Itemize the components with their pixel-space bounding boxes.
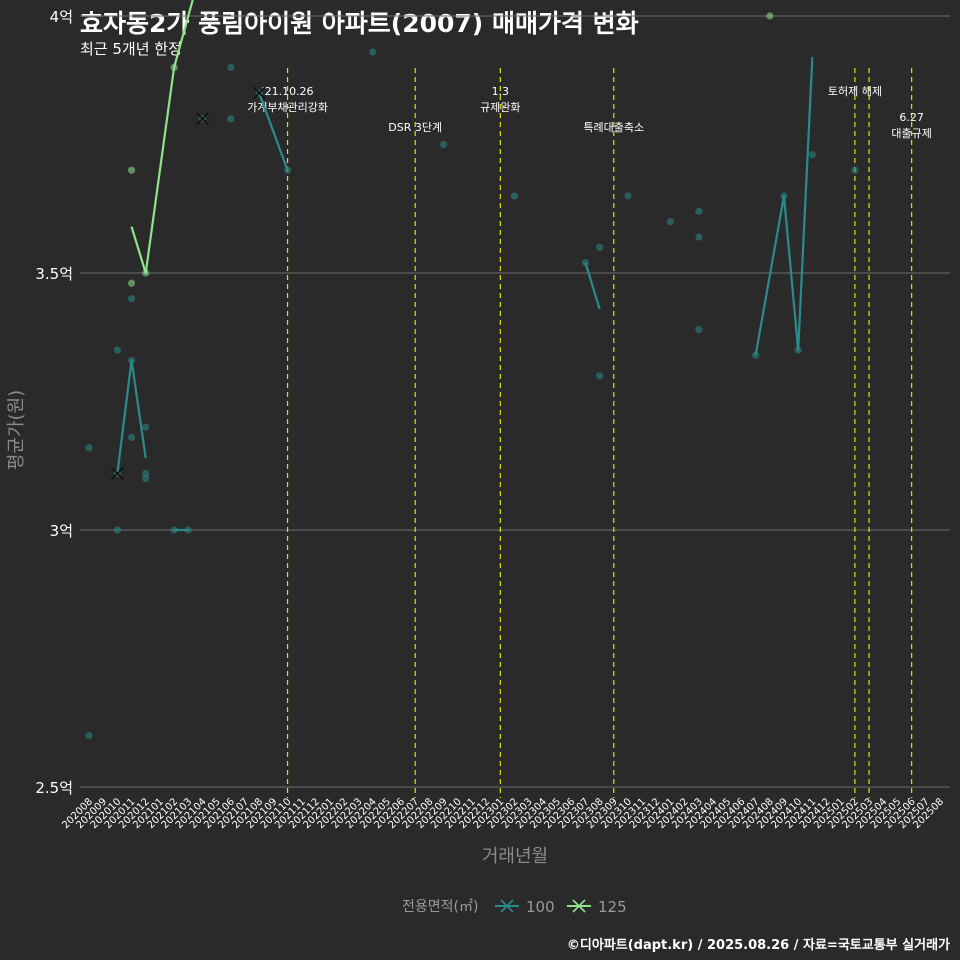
data-point-100 (439, 140, 448, 149)
event-annotation: 1.3 (492, 85, 510, 98)
chart-title: 효자동2가 풍림아이원 아파트(2007) 매매가격 변화 (80, 9, 639, 38)
event-annotation: DSR 3단계 (388, 121, 442, 134)
y-axis-title: 평균가(원) (6, 390, 27, 470)
cross-stroke (252, 86, 266, 100)
series-layer (85, 0, 859, 740)
data-point-100 (85, 732, 93, 740)
event-annotation: 6.27 (899, 111, 924, 124)
data-point-100 (624, 192, 632, 200)
legend-key-cross (572, 899, 586, 913)
data-point-125 (766, 12, 774, 20)
series-line-100 (584, 262, 601, 310)
x-axis-title: 거래년월 (482, 846, 548, 867)
legend-label: 100 (526, 898, 555, 916)
y-tick-label: 3.5억 (35, 265, 73, 283)
series-line-100 (116, 359, 147, 474)
data-point-100 (695, 325, 703, 334)
data-point-100 (227, 115, 235, 123)
event-annotation: 대출규제 (891, 127, 931, 140)
event-annotation: 토허제 해제 (828, 84, 882, 98)
y-tick-label: 4억 (50, 8, 73, 26)
legend: 전용면적(㎡) 100 125 (402, 898, 627, 916)
event-annotation: 규제완화 (480, 101, 520, 114)
y-tick-label: 3억 (50, 522, 73, 540)
event-annotation: 특례대출축소 (583, 121, 644, 134)
cross-marker-100 (195, 112, 210, 126)
legend-item-125: 125 (567, 898, 627, 916)
legend-title: 전용면적(㎡) (402, 899, 478, 915)
data-point-125 (127, 279, 136, 287)
source-caption: ©디아파트(dapt.kr) / 2025.08.26 / 자료=국토교통부 실… (566, 938, 950, 953)
data-point-100 (85, 444, 93, 452)
event-annotation: '21.10.26 (262, 85, 314, 98)
data-point-100 (695, 207, 703, 215)
data-point-100 (510, 192, 519, 200)
cross-marker-100 (252, 86, 266, 100)
data-point-100 (808, 151, 816, 159)
data-point-100 (113, 526, 121, 534)
data-point-100 (113, 346, 121, 354)
series-line-100 (258, 92, 289, 171)
cross-stroke (110, 466, 124, 481)
data-point-100 (695, 233, 703, 241)
data-point-100 (596, 372, 604, 380)
data-point-100 (142, 423, 150, 431)
data-point-100 (851, 166, 859, 174)
data-point-100 (127, 295, 136, 303)
y-tick-label: 2.5억 (35, 779, 73, 797)
data-point-125 (127, 166, 136, 174)
axis-layer: 2.5억3억3.5억4억4.5억5억2020082020092020102020… (6, 8, 946, 867)
data-point-100 (142, 469, 150, 478)
series-line-125 (130, 0, 194, 275)
data-point-100 (127, 433, 136, 442)
grid-layer (80, 15, 950, 788)
data-point-100 (227, 63, 235, 71)
legend-item-100: 100 (495, 898, 555, 916)
data-point-100 (369, 48, 377, 56)
cross-stroke (195, 112, 210, 126)
series-line-100 (754, 57, 814, 356)
legend-label: 125 (598, 898, 627, 916)
chart-subtitle: 최근 5개년 한정 (80, 40, 182, 58)
legend-key-cross (500, 899, 514, 913)
data-point-100 (142, 475, 150, 483)
data-point-100 (666, 218, 675, 226)
cross-marker-100 (110, 466, 124, 481)
event-annotation: 가계부채관리강화 (247, 101, 328, 114)
data-point-100 (596, 243, 604, 251)
